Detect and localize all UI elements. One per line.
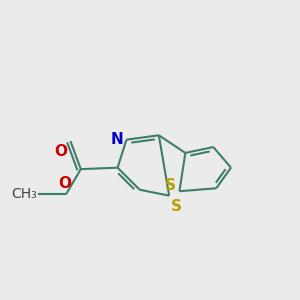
Text: N: N <box>111 132 124 147</box>
Text: S: S <box>171 199 182 214</box>
Text: S: S <box>165 178 176 193</box>
Text: O: O <box>58 176 71 190</box>
Text: CH₃: CH₃ <box>11 187 37 201</box>
Text: O: O <box>55 144 68 159</box>
